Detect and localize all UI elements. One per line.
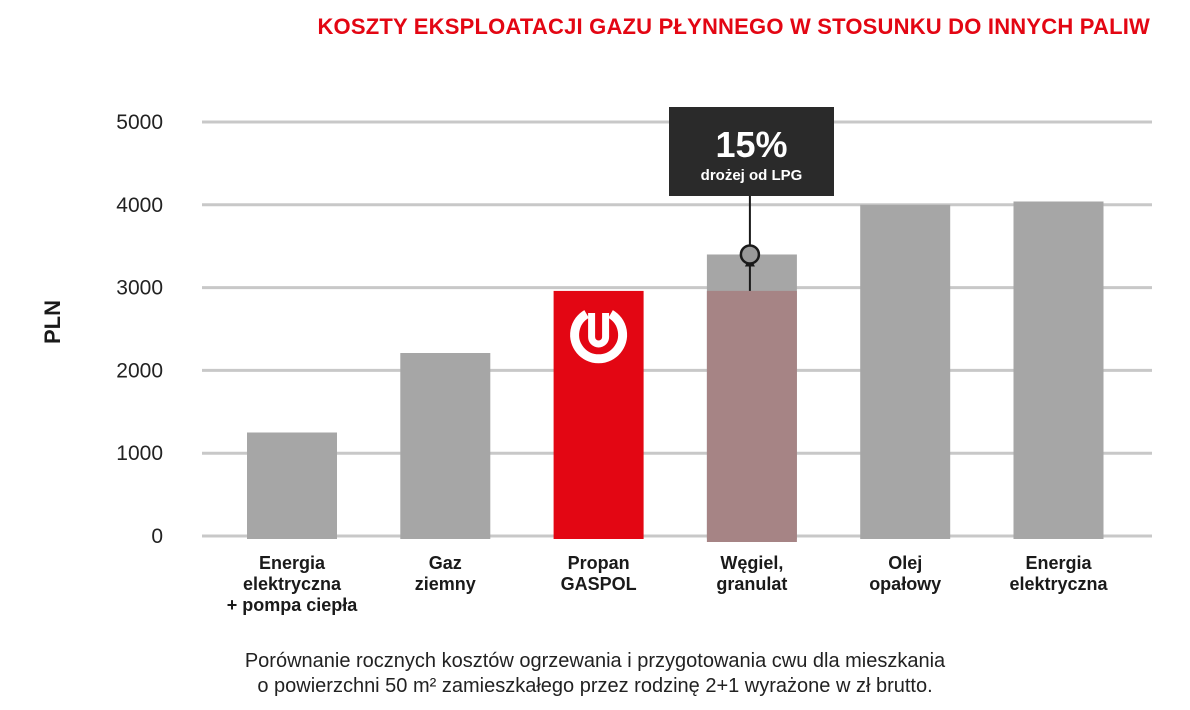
footnote-line-2: o powierzchni 50 m² zamieszkałego przez … (257, 675, 933, 697)
bar (247, 432, 337, 539)
y-tick-label: 5000 (116, 111, 163, 134)
x-category-label-line: Propan (568, 553, 630, 573)
x-category-label-line: Energia (1025, 553, 1092, 573)
y-axis-label: PLN (40, 300, 65, 344)
x-category-label: Węgiel, granulat (716, 553, 787, 594)
x-category-label: Energia elektryczna (1009, 553, 1108, 594)
bar (553, 290, 644, 539)
callout-marker (739, 244, 761, 265)
x-category-label-line: granulat (716, 574, 787, 594)
x-category-label: Olej opałowy (869, 553, 941, 594)
x-category-label: Energia elektryczna + pompa ciepła (227, 553, 359, 615)
footnote-line-1: Porównanie rocznych kosztów ogrzewania i… (244, 650, 946, 672)
x-category-label-line: + pompa ciepła (227, 595, 359, 615)
chart-title: KOSZTY EKSPLOATACJI GAZU PŁYNNEGO W STOS… (317, 14, 1150, 39)
callout-percent: 15% (715, 124, 787, 165)
y-tick-label: 2000 (116, 359, 163, 382)
footnote: Porównanie rocznych kosztów ogrzewania i… (170, 649, 1020, 699)
bar (860, 204, 951, 540)
x-category-label: Gaz ziemny (415, 553, 476, 594)
callout-box (669, 107, 834, 196)
callout-caption: drożej od LPG (701, 167, 803, 184)
x-category-label-line: Olej (888, 553, 922, 573)
bar (1013, 201, 1104, 539)
bar (400, 353, 491, 539)
bar-chart: PLN 15% drożej od LPG 0 1000 2000 3000 4000 50… (40, 107, 1152, 615)
x-category-label-line: Gaz (429, 553, 462, 573)
overlay-bar (706, 290, 797, 542)
y-tick-label: 1000 (116, 442, 163, 465)
x-category-label-line: Węgiel, (720, 553, 783, 573)
x-category-label-line: Energia (259, 553, 326, 573)
y-tick-label: 4000 (116, 194, 163, 217)
logo-outer-arc (570, 310, 628, 364)
x-category-label-line: elektryczna (1009, 574, 1108, 594)
x-category-label-line: opałowy (869, 574, 941, 594)
x-category-label-line: ziemny (415, 574, 476, 594)
y-tick-label: 0 (151, 525, 163, 548)
x-category-label: Propan GASPOL (561, 553, 637, 594)
y-tick-label: 3000 (116, 277, 163, 300)
logo-inner-u (588, 313, 610, 348)
x-category-label-line: GASPOL (561, 574, 637, 594)
x-category-label-line: elektryczna (243, 574, 342, 594)
gaspol-logo-icon (570, 310, 628, 364)
